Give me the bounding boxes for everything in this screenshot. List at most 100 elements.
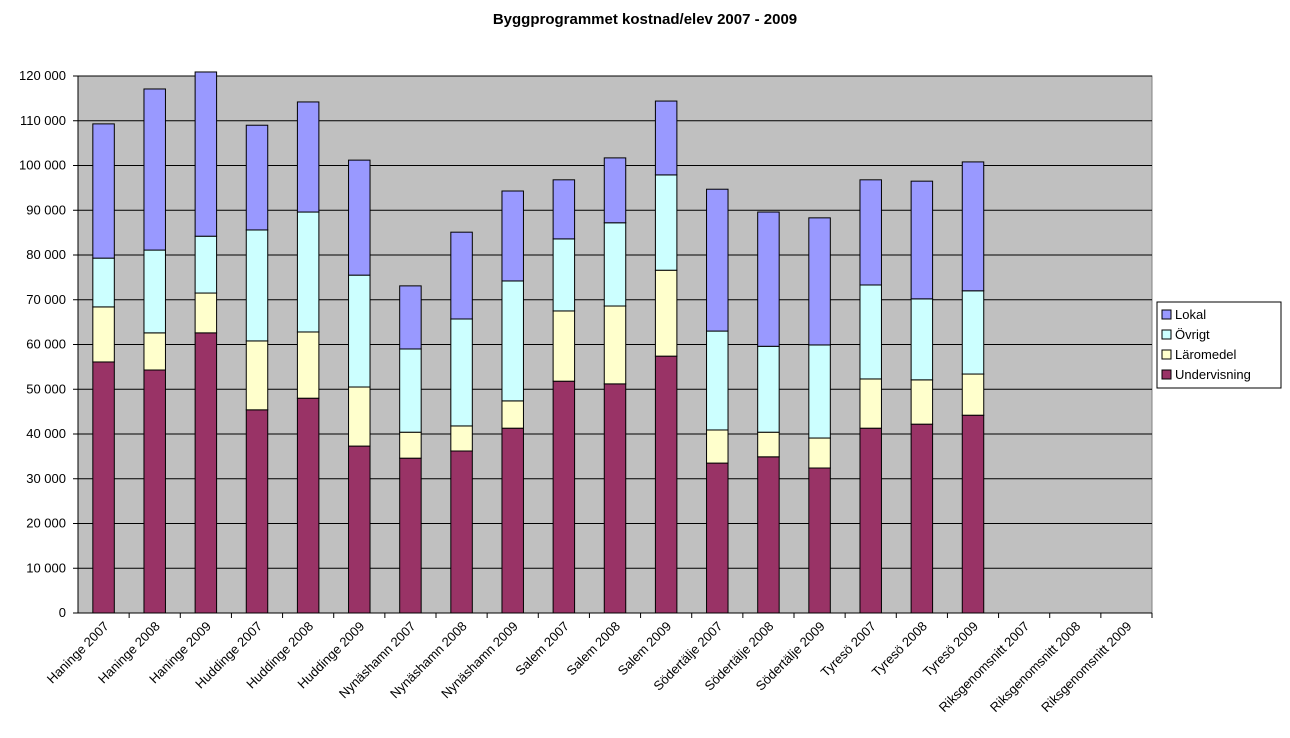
legend-box xyxy=(1156,301,1282,389)
y-tick-label: 50 000 xyxy=(26,381,66,396)
bar-segment xyxy=(961,290,985,375)
bar-segment xyxy=(92,306,115,363)
bar-segment xyxy=(552,380,576,614)
bar-segment xyxy=(961,373,985,416)
legend-label: Undervisning xyxy=(1175,367,1251,382)
bar-segment xyxy=(348,274,371,388)
bar-segment xyxy=(757,345,780,433)
bar-segment xyxy=(245,409,269,614)
bar-segment xyxy=(501,427,524,614)
bar-segment xyxy=(245,340,269,411)
bar-segment xyxy=(143,249,166,334)
bar-segment xyxy=(706,188,729,332)
y-tick-label: 10 000 xyxy=(26,560,66,575)
bar-segment xyxy=(92,123,115,259)
legend-swatch xyxy=(1161,329,1172,340)
y-tick-label: 100 000 xyxy=(19,158,66,173)
bar-segment xyxy=(450,231,473,320)
y-tick-label: 30 000 xyxy=(26,471,66,486)
bar-segment xyxy=(757,431,780,458)
bar-segment xyxy=(143,332,166,371)
y-tick-label: 40 000 xyxy=(26,426,66,441)
bar-segment xyxy=(910,379,934,425)
bar-segment xyxy=(245,124,269,231)
bar-segment xyxy=(450,450,473,614)
bar-segment xyxy=(859,378,882,429)
x-tick-label: Salem 2007 xyxy=(512,619,572,679)
y-tick-label: 70 000 xyxy=(26,292,66,307)
bar-segment xyxy=(603,157,627,224)
bar-segment xyxy=(859,179,882,286)
bar-segment xyxy=(194,332,218,614)
bar-segment xyxy=(194,71,218,237)
bar-segment xyxy=(808,217,831,346)
bar-segment xyxy=(961,414,985,614)
x-tick-label: Riksgenomsnitt 2008 xyxy=(987,619,1083,715)
chart-title: Byggprogrammet kostnad/elev 2007 - 2009 xyxy=(493,11,797,28)
y-tick-label: 0 xyxy=(59,605,66,620)
bar-segment xyxy=(348,159,371,276)
bar-segment xyxy=(706,462,729,614)
legend-swatch xyxy=(1161,309,1172,320)
bar-segment xyxy=(654,269,678,357)
bar-segment xyxy=(399,348,422,433)
bar-segment xyxy=(859,284,882,380)
legend-swatch xyxy=(1161,369,1172,380)
bar-segment xyxy=(399,431,422,459)
bar-segment xyxy=(92,361,115,614)
bar-segment xyxy=(552,310,576,382)
y-tick-label: 90 000 xyxy=(26,202,66,217)
bar-segment xyxy=(961,161,985,292)
bar-segment xyxy=(245,229,269,342)
bar-segment xyxy=(910,423,934,614)
bar-segment xyxy=(603,305,627,385)
bar-segment xyxy=(348,445,371,614)
bar-segment xyxy=(501,400,524,429)
bar-segment xyxy=(194,235,218,294)
bar-segment xyxy=(706,429,729,464)
bar-segment xyxy=(501,190,524,282)
legend-label: Läromedel xyxy=(1175,347,1237,362)
bar-segment xyxy=(552,179,576,240)
bar-segment xyxy=(910,180,934,300)
bar-segment xyxy=(757,211,780,347)
bar-segment xyxy=(399,285,422,350)
bar-segment xyxy=(603,383,627,614)
y-tick-label: 20 000 xyxy=(26,516,66,531)
bar-segment xyxy=(296,397,320,614)
bar-segment xyxy=(348,386,371,447)
bar-segment xyxy=(296,101,320,213)
bar-segment xyxy=(859,427,882,614)
bar-segment xyxy=(654,100,678,176)
bar-segment xyxy=(143,88,166,251)
bar-segment xyxy=(603,222,627,307)
bar-segment xyxy=(654,174,678,271)
bar-segment xyxy=(910,298,934,381)
y-tick-label: 80 000 xyxy=(26,247,66,262)
bar-segment xyxy=(296,211,320,333)
x-tick-label: Riksgenomsnitt 2007 xyxy=(936,619,1032,715)
bar-segment xyxy=(501,280,524,402)
legend-label: Övrigt xyxy=(1175,327,1210,342)
legend-label: Lokal xyxy=(1175,307,1206,322)
legend-swatch xyxy=(1161,349,1172,360)
bar-segment xyxy=(808,437,831,469)
y-tick-label: 110 000 xyxy=(20,113,66,128)
y-tick-label: 120 000 xyxy=(19,68,66,83)
bar-segment xyxy=(450,318,473,427)
bar-segment xyxy=(194,292,218,334)
bar-segment xyxy=(399,457,422,614)
bar-segment xyxy=(808,467,831,614)
bar-segment xyxy=(296,331,320,399)
bar-segment xyxy=(552,238,576,312)
bar-segment xyxy=(450,425,473,452)
bar-segment xyxy=(808,344,831,439)
y-tick-label: 60 000 xyxy=(26,337,66,352)
bar-segment xyxy=(654,355,678,614)
bar-segment xyxy=(757,456,780,614)
bar-segment xyxy=(92,257,115,308)
bar-segment xyxy=(706,330,729,431)
x-tick-label: Riksgenomsnitt 2009 xyxy=(1038,619,1134,715)
x-tick-label: Salem 2008 xyxy=(563,619,623,679)
